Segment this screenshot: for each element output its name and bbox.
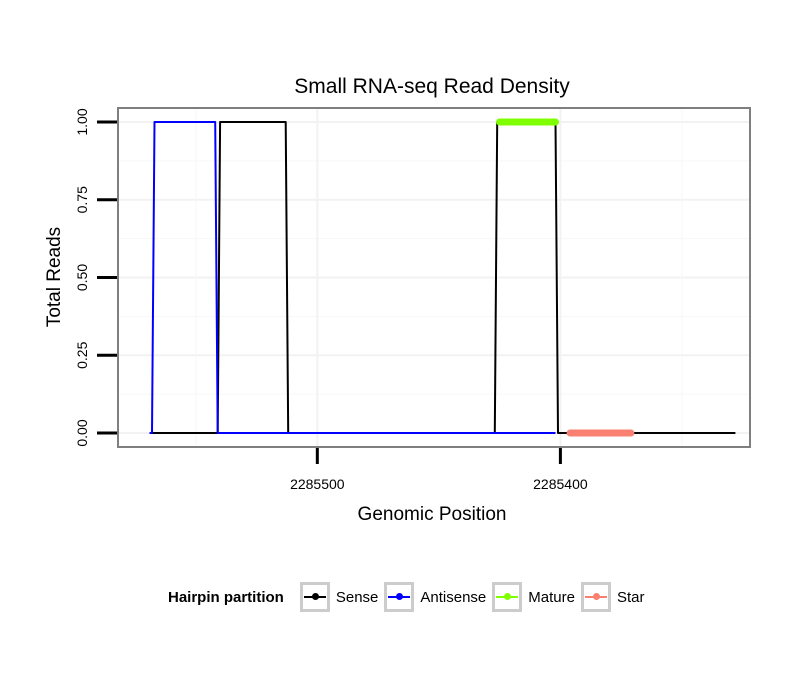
x-axis-label: Genomic Position: [358, 504, 507, 525]
legend-key-dot: [311, 593, 319, 600]
y-tick-label: 0.75: [74, 186, 90, 213]
y-tick-label: 1.00: [74, 108, 90, 135]
y-axis: 0.00 0.25 0.50 0.75 1.00: [74, 108, 117, 447]
legend-title: Hairpin partition: [168, 588, 284, 606]
legend-label-antisense: Antisense: [420, 588, 487, 606]
y-tick-label: 0.50: [74, 264, 90, 291]
legend-key-sense: [299, 582, 330, 612]
legend-key-dot: [504, 593, 512, 600]
legend-key-dot: [592, 593, 600, 600]
series-line-antisense: [149, 121, 556, 434]
legend-key-star: [580, 582, 611, 612]
y-axis-label: Total Reads: [44, 227, 65, 327]
chart-title: Small RNA-seq Read Density: [294, 75, 570, 98]
y-tick-label: 0.25: [74, 341, 90, 368]
legend-key-mature: [492, 582, 523, 612]
legend-key-antisense: [384, 582, 415, 612]
x-tick-label: 2285500: [290, 476, 345, 492]
legend-key-dot: [396, 593, 404, 600]
legend-item-star: Star: [580, 582, 645, 612]
x-tick-label: 2285400: [533, 476, 588, 492]
legend-item-sense: Sense: [299, 582, 379, 612]
legend-label-sense: Sense: [335, 588, 379, 606]
legend-label-star: Star: [616, 588, 645, 606]
plot-border: [117, 107, 751, 448]
x-axis: 2285500 2285400: [290, 448, 588, 492]
legend: Hairpin partition Sense Antisense Mature…: [168, 578, 650, 616]
legend-item-mature: Mature: [492, 582, 575, 612]
legend-label-mature: Mature: [528, 588, 575, 606]
legend-item-antisense: Antisense: [384, 582, 486, 612]
series-layer: [149, 118, 736, 437]
y-tick-label: 0.00: [74, 419, 90, 446]
